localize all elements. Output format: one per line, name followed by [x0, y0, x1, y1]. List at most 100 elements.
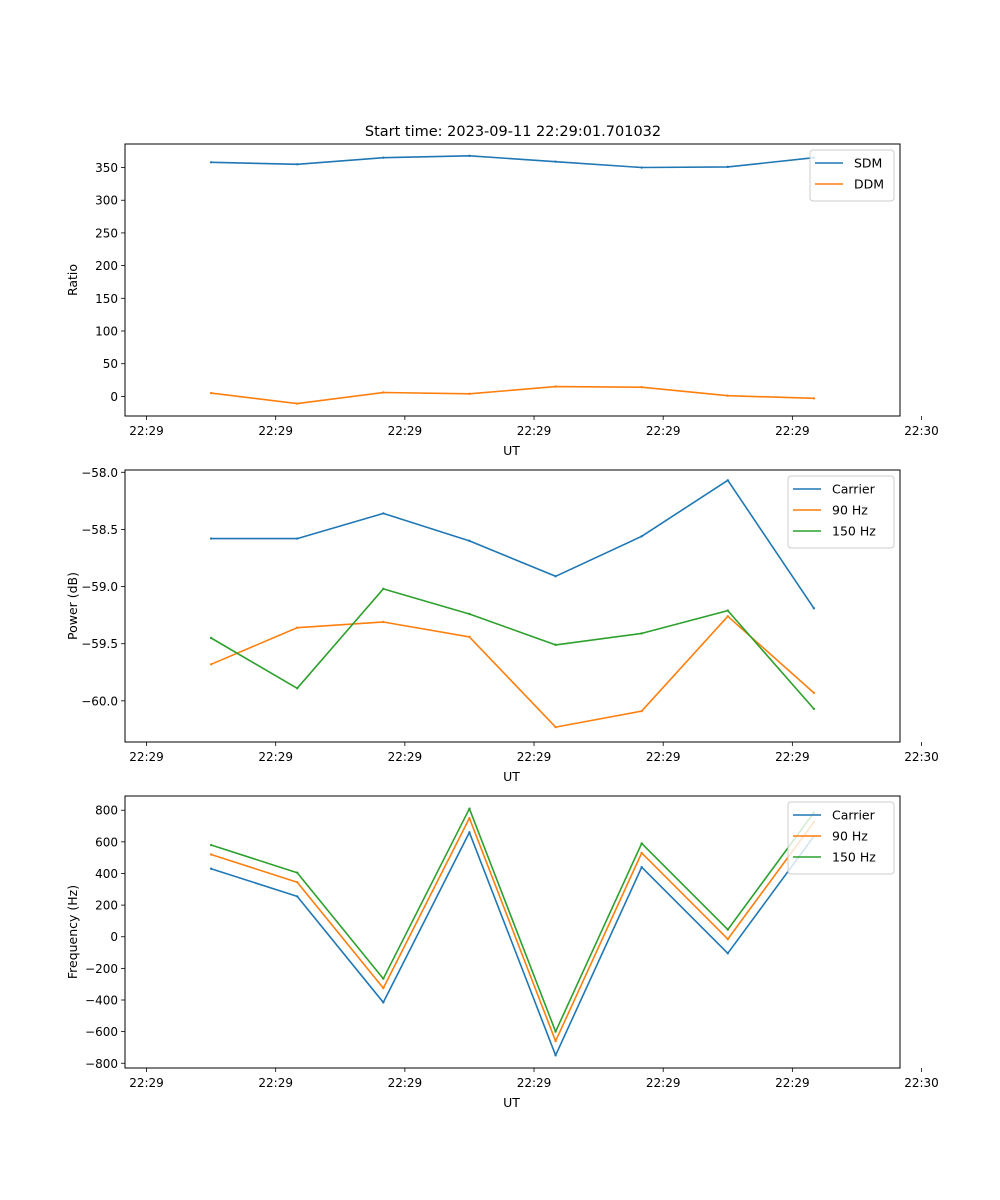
frequency-data-point: [554, 1039, 557, 1043]
power-data-point: [554, 575, 557, 578]
ratio-series-line-sdm: [211, 155, 814, 169]
ratio-xtick-label: 22:30: [904, 424, 939, 438]
power-data-point: [554, 725, 557, 729]
ratio-data-point: [209, 391, 213, 395]
frequency-ytick-label: −400: [85, 994, 118, 1008]
power-data-point: [468, 612, 471, 616]
ratio-xtick-label: 22:29: [129, 424, 164, 438]
frequency-ytick-label: 800: [95, 804, 118, 818]
power-xtick-label: 22:29: [258, 750, 293, 764]
frequency-series-line-150-hz: [210, 807, 815, 1033]
power-ytick-label: −58.5: [81, 523, 118, 537]
power-xtick-label: 22:29: [646, 750, 681, 764]
ratio-data-point: [382, 156, 385, 159]
frequency-data-point: [382, 1001, 385, 1004]
frequency-data-point: [640, 851, 643, 855]
ratio-data-point: [640, 386, 643, 389]
ratio-data-point: [296, 402, 299, 405]
power-series-line-150-hz: [210, 588, 815, 710]
ratio-data-point: [468, 154, 471, 157]
power-data-point: [640, 535, 643, 538]
power-xtick-label: 22:29: [517, 750, 552, 764]
power-legend: [787, 475, 895, 549]
power-data-point: [209, 663, 213, 666]
power-xtick-label: 22:29: [775, 750, 810, 764]
power-series-line-90-hz: [210, 615, 815, 728]
frequency-data-point: [554, 1030, 557, 1033]
chart-frequency: 22:29 22:29 22:29 22:29 22:29 22:29 22:30 −800 −…: [65, 795, 939, 1110]
frequency-data-point: [726, 937, 729, 941]
frequency-ytick-label: −800: [85, 1057, 118, 1071]
frequency-data-point: [209, 853, 213, 856]
power-data-point: [468, 539, 471, 543]
frequency-xtick-label: 22:29: [129, 1076, 164, 1090]
ratio-data-point: [726, 165, 729, 169]
frequency-xtick-label: 22:29: [775, 1076, 810, 1090]
ratio-legend-label: SDM: [854, 156, 882, 171]
power-data-point: [296, 626, 299, 629]
frequency-data-point: [296, 880, 299, 884]
power-ytick-label: −58.0: [81, 466, 118, 480]
ratio-axes-frame: [124, 143, 901, 417]
frequency-ytick-label: 0: [110, 930, 118, 944]
chart-ratio: 22:29 22:29 22:29 22:29 22:29 22:29 22:30 0 50 10…: [65, 143, 939, 458]
power-ytick-label: −59.0: [81, 580, 118, 594]
frequency-series-line-90-hz: [210, 817, 815, 1042]
ratio-data-point: [640, 166, 643, 169]
power-data-point: [296, 687, 299, 690]
frequency-data-point: [468, 816, 471, 820]
ratio-data-point: [296, 163, 299, 166]
power-ytick-label: −60.0: [81, 694, 118, 708]
ratio-ytick-label: 300: [95, 194, 118, 208]
frequency-data-point: [296, 871, 299, 874]
power-data-point: [209, 636, 213, 640]
power-data-point: [382, 512, 385, 515]
ratio-data-point: [382, 391, 385, 394]
power-data-point: [554, 643, 557, 647]
power-xtick-label: 22:30: [904, 750, 939, 764]
frequency-ytick-label: −200: [85, 962, 118, 976]
frequency-data-point: [640, 842, 643, 845]
power-ytick-label: −59.5: [81, 637, 118, 651]
frequency-legend-label: 150 Hz: [832, 850, 876, 865]
ratio-y-axis-label: Ratio: [65, 264, 80, 296]
frequency-y-axis-label: Frequency (Hz): [65, 885, 80, 979]
power-x-axis-label: UT: [503, 769, 520, 784]
ratio-legend-label: DDM: [854, 177, 884, 192]
power-data-point: [296, 537, 299, 540]
frequency-data-point: [468, 807, 471, 810]
frequency-legend-label: Carrier: [832, 808, 876, 823]
power-data-point: [382, 587, 385, 591]
frequency-data-point: [209, 867, 213, 870]
ratio-ytick-label: 0: [110, 390, 118, 404]
power-y-axis-label: Power (dB): [65, 572, 80, 640]
frequency-xtick-label: 22:29: [258, 1076, 293, 1090]
ratio-data-point: [812, 397, 816, 400]
power-data-point: [382, 620, 385, 624]
frequency-legend: [787, 801, 895, 875]
frequency-ytick-label: 600: [95, 835, 118, 849]
chart-power: 22:29 22:29 22:29 22:29 22:29 22:29 22:30 −60.0…: [65, 466, 939, 784]
frequency-xtick-label: 22:29: [388, 1076, 423, 1090]
frequency-ytick-label: −600: [85, 1025, 118, 1039]
power-data-point: [726, 479, 729, 482]
power-data-point: [640, 709, 643, 713]
frequency-xtick-label: 22:29: [646, 1076, 681, 1090]
frequency-axes-frame: [124, 795, 901, 1069]
power-data-point: [209, 537, 213, 540]
frequency-ytick-label: 200: [95, 899, 118, 913]
frequency-data-point: [726, 952, 729, 955]
power-legend-label: 150 Hz: [832, 524, 876, 539]
ratio-ytick-label: 100: [95, 325, 118, 339]
frequency-data-point: [554, 1054, 557, 1057]
power-legend-label: 90 Hz: [832, 503, 868, 518]
ratio-data-point: [726, 394, 729, 397]
ratio-data-point: [554, 385, 557, 388]
frequency-data-point: [382, 986, 385, 990]
frequency-series-line-carrier: [210, 831, 815, 1057]
ratio-series-line-ddm: [211, 385, 814, 405]
frequency-data-point: [468, 831, 471, 834]
ratio-ytick-label: 50: [103, 357, 118, 371]
figure-title: Start time: 2023-09-11 22:29:01.701032: [365, 124, 661, 140]
power-data-point: [812, 691, 816, 695]
